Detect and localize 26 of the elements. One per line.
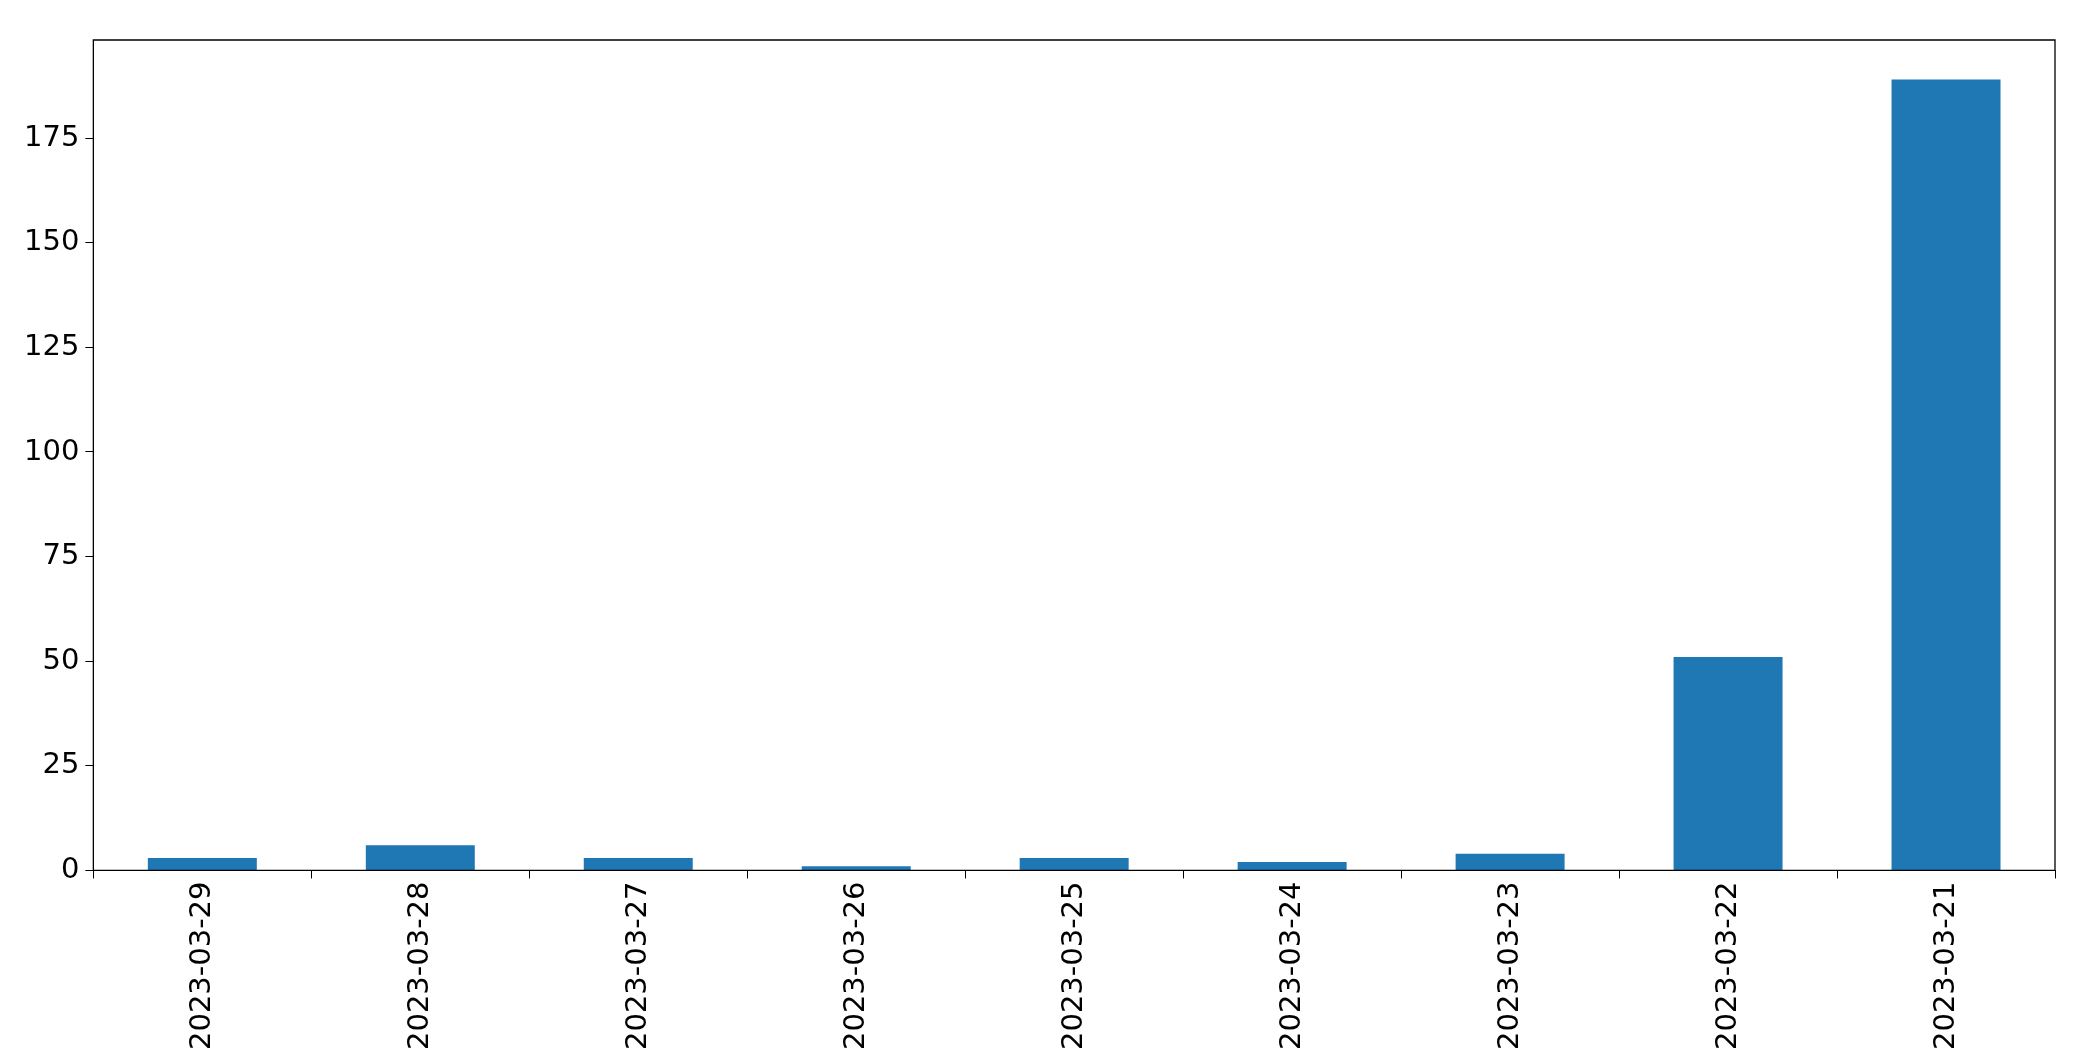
bar <box>1891 79 2001 870</box>
x-tick-label: 2023-03-29 <box>182 881 217 1051</box>
bar <box>147 857 257 870</box>
bar <box>583 857 693 870</box>
bar <box>1019 857 1129 870</box>
x-tick-label: 2023-03-25 <box>1054 881 1089 1051</box>
bar <box>1455 853 1565 870</box>
bar <box>1237 862 1347 870</box>
y-tick-label: 0 <box>60 851 80 885</box>
x-tick-label: 2023-03-21 <box>1926 881 1961 1051</box>
y-tick-label: 25 <box>42 746 80 781</box>
bar <box>365 845 475 870</box>
y-tick-label: 150 <box>23 223 80 258</box>
y-tick-label: 50 <box>42 641 80 676</box>
y-tick-label: 100 <box>23 432 80 467</box>
x-tick-label: 2023-03-22 <box>1708 881 1743 1051</box>
x-tick-label: 2023-03-26 <box>836 881 871 1051</box>
bar <box>801 866 911 870</box>
x-tick-label: 2023-03-24 <box>1272 881 1307 1051</box>
x-tick-label: 2023-03-28 <box>400 881 435 1051</box>
bar <box>1673 657 1783 870</box>
x-tick-label: 2023-03-23 <box>1490 881 1525 1051</box>
y-tick-label: 125 <box>23 327 80 362</box>
x-tick-label: 2023-03-27 <box>618 881 653 1051</box>
y-tick-label: 75 <box>42 537 80 572</box>
y-tick-label: 175 <box>23 118 80 153</box>
